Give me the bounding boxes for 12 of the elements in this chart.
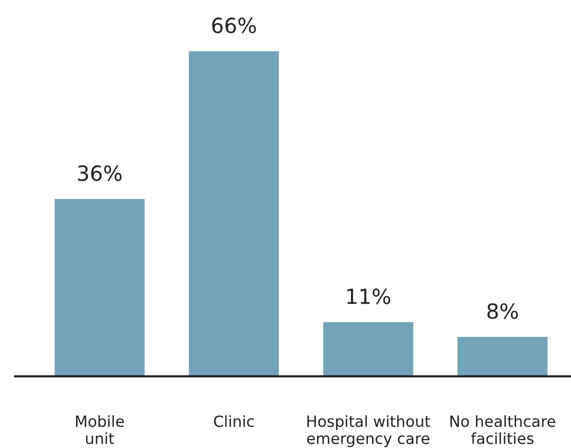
data-label: 36% — [78, 165, 122, 182]
x-tick-label: Hospital without emergency care — [307, 415, 430, 448]
x-tick-label: No healthcare facilities — [450, 415, 556, 444]
x-tick-label: Clinic — [214, 415, 254, 428]
bar — [54, 198, 145, 376]
bar — [188, 51, 279, 376]
data-label: 11% — [347, 288, 390, 304]
x-tick-label: Mobile unit — [76, 415, 124, 444]
data-label: 8% — [487, 303, 518, 319]
data-label: 66% — [212, 18, 256, 34]
bar — [323, 322, 414, 376]
bar — [458, 336, 548, 376]
